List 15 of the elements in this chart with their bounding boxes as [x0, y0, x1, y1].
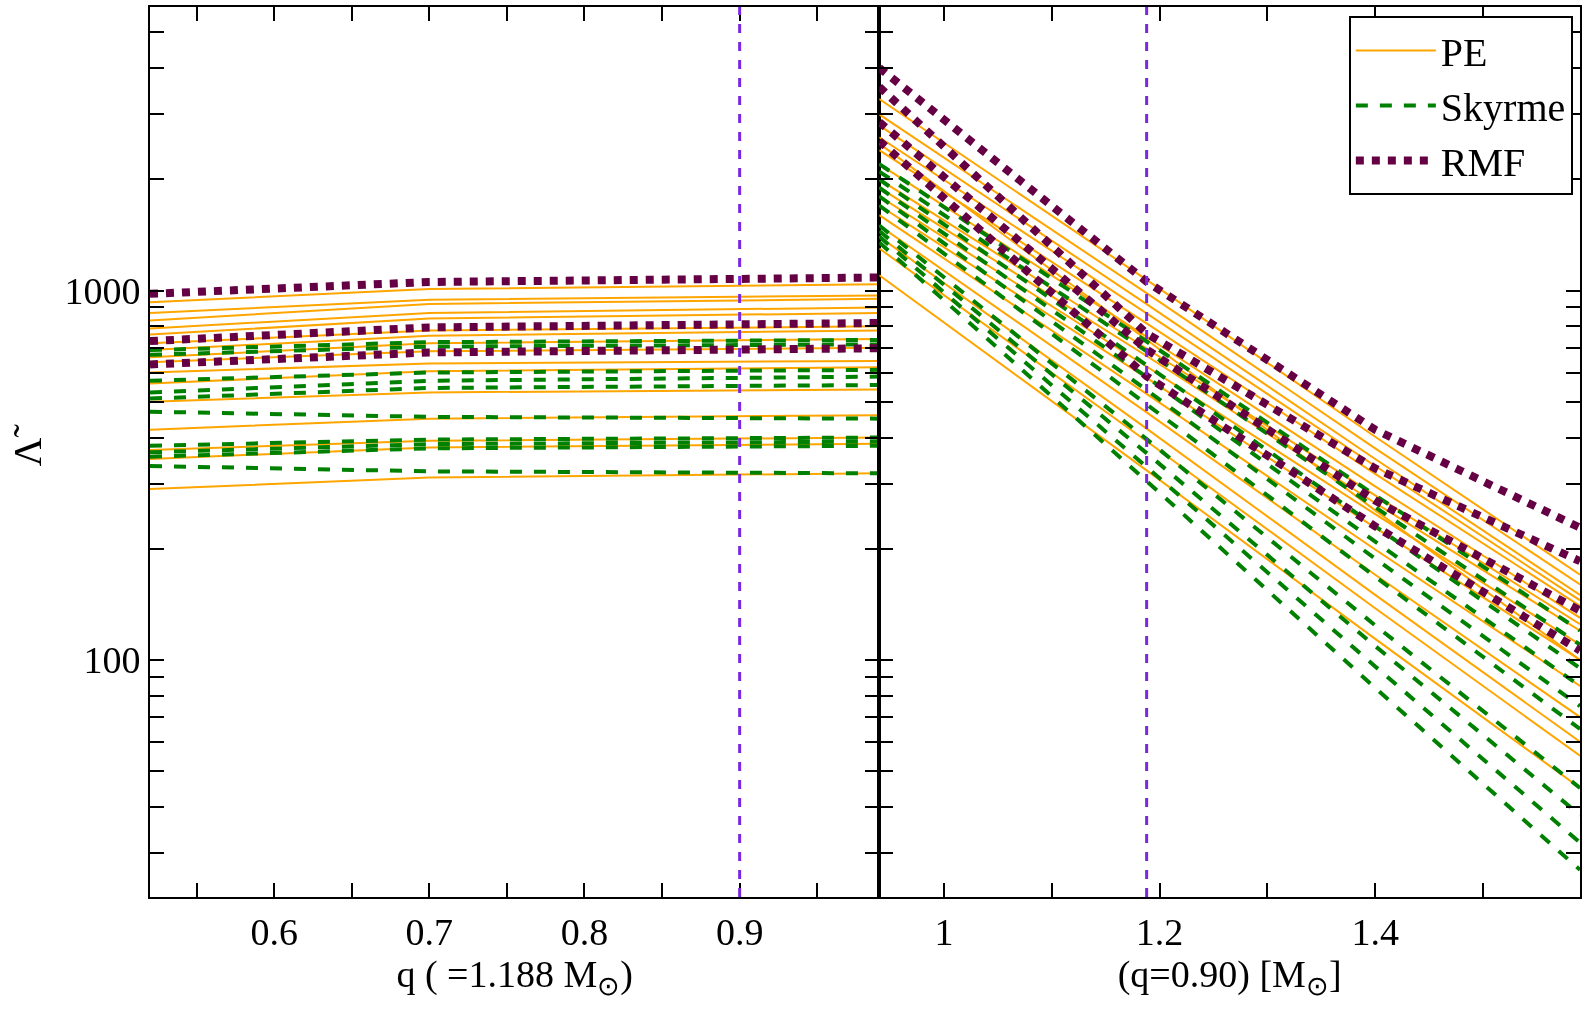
x-tick-label: 1.4	[1351, 910, 1399, 953]
y-tick-label: 100	[83, 639, 141, 682]
x-axis-title: q ( =1.188 M$_{⊙}$)	[396, 952, 633, 1001]
y-axis-title: Λ̃	[5, 423, 51, 467]
x-tick-label: 1.2	[1135, 910, 1184, 953]
y-tick-label: 1000	[64, 269, 141, 312]
x-tick-label: 0.7	[405, 910, 454, 953]
x-axis-title: (q=0.90) [M$_{⊙}$]	[1117, 952, 1342, 1001]
legend-label: RMF	[1440, 140, 1526, 185]
x-tick-label: 1	[934, 910, 954, 953]
legend-label: PE	[1440, 30, 1488, 75]
x-tick-label: 0.9	[715, 910, 764, 953]
x-tick-label: 0.8	[560, 910, 609, 953]
x-tick-label: 0.6	[250, 910, 298, 953]
legend-label: Skyrme	[1440, 85, 1566, 130]
